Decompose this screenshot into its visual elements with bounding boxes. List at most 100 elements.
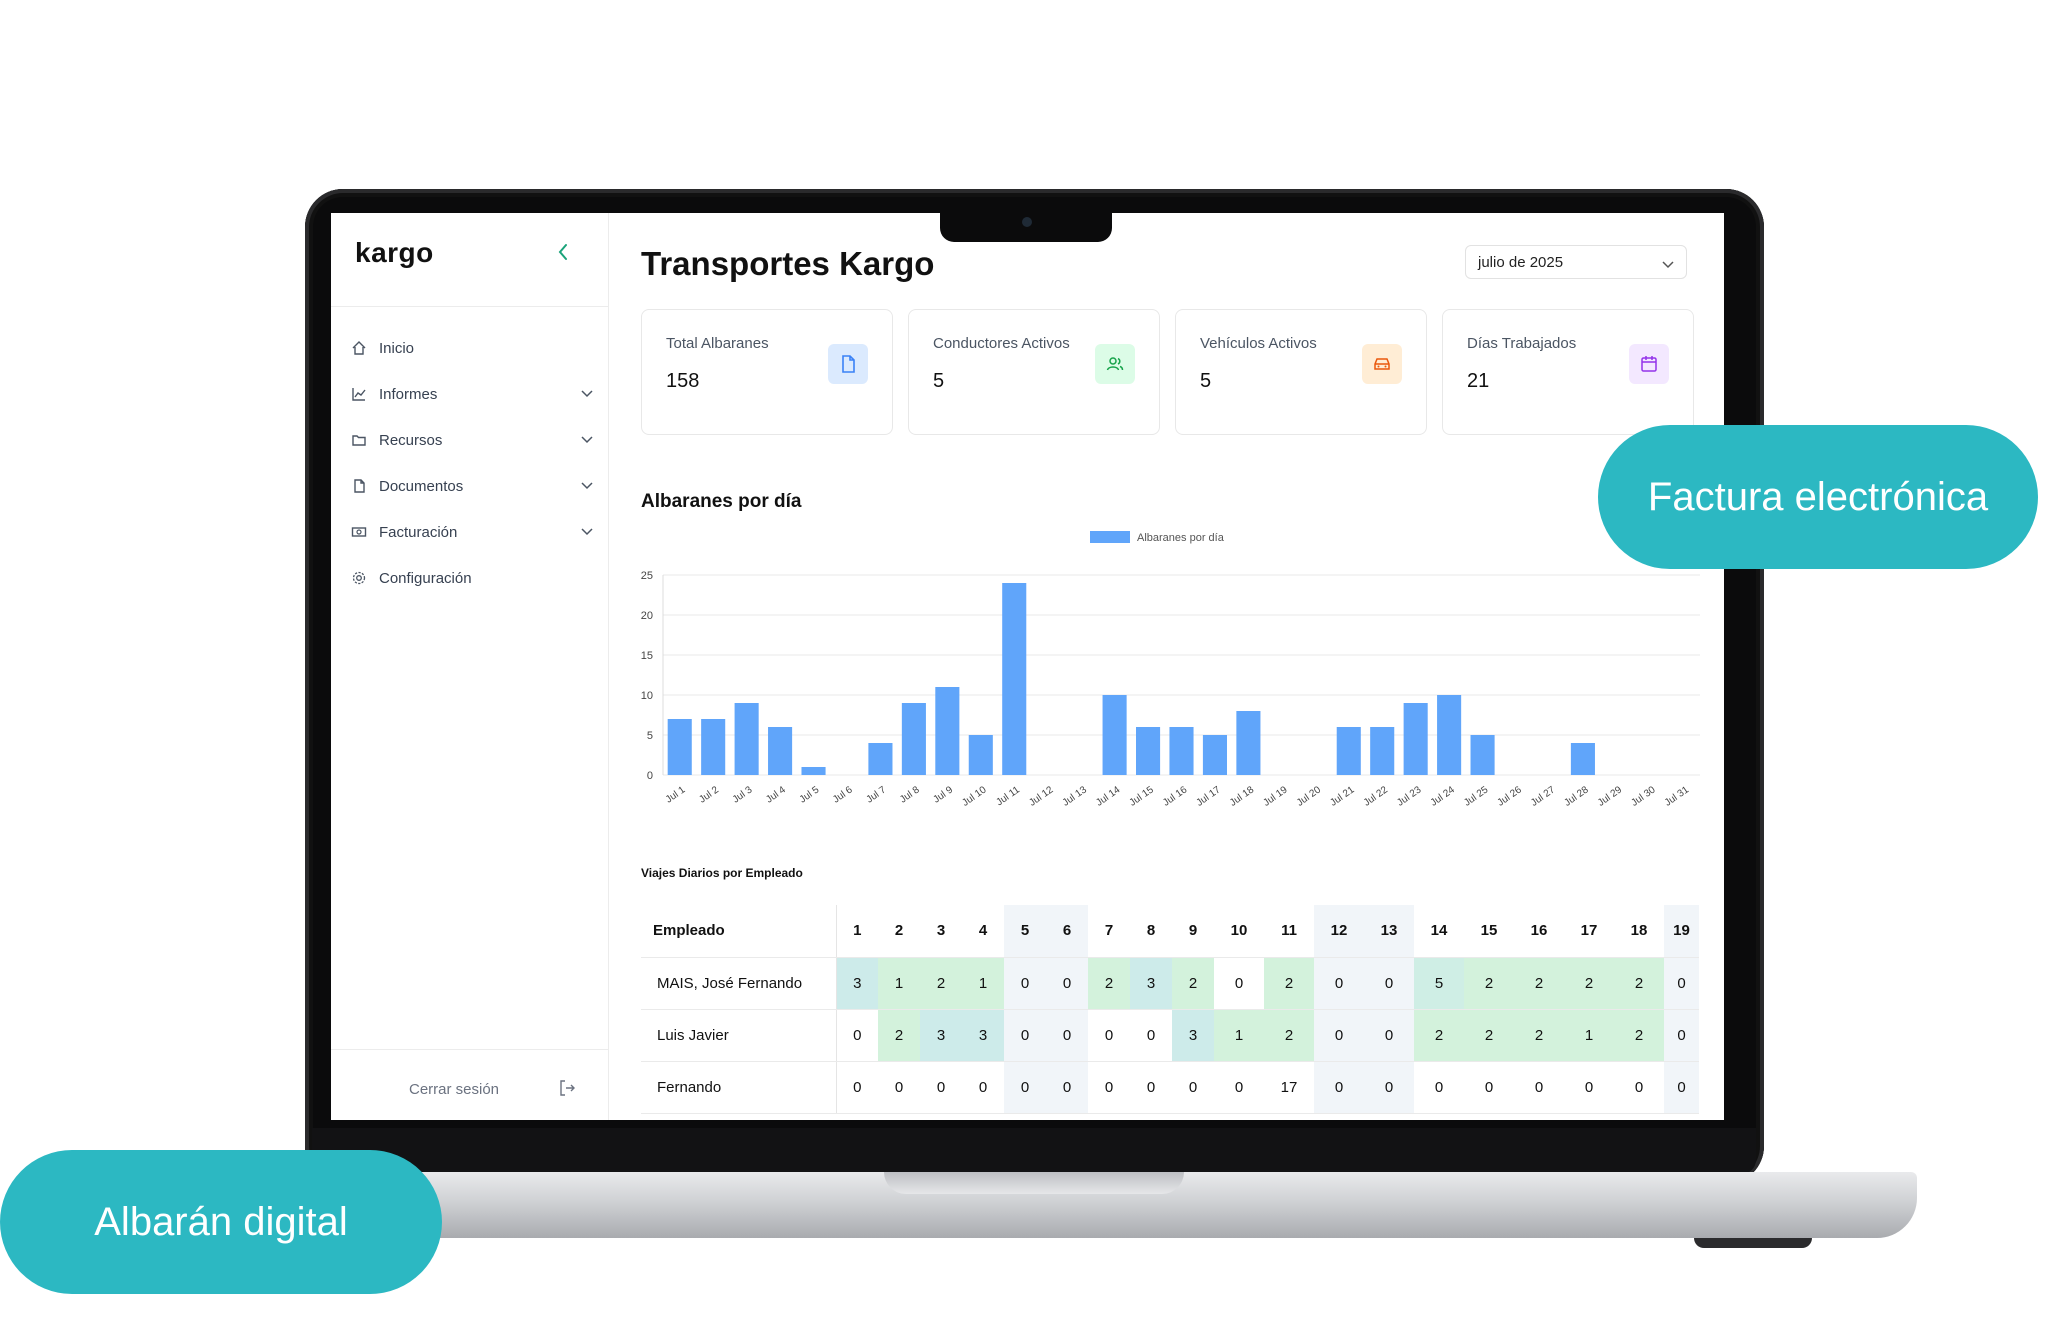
bar[interactable] [1570,743,1595,775]
laptop-screen: kargo Inicio Informes [331,213,1724,1120]
gear-icon [349,568,369,588]
trip-count-cell: 0 [1046,957,1088,1010]
trip-count-cell: 0 [1464,1061,1514,1114]
logout-icon[interactable] [558,1079,576,1102]
column-header-empleado[interactable]: Empleado [641,905,837,958]
bar[interactable] [1002,583,1027,775]
trip-count-cell: 0 [1564,1061,1614,1114]
column-header-day: 14 [1414,905,1464,958]
sidebar-item-facturacion[interactable]: Facturación [349,509,593,555]
x-tick-label: Jul 30 [1629,784,1658,809]
bar[interactable] [1370,727,1395,775]
folder-icon [349,430,369,450]
app-logo[interactable]: kargo [355,237,434,268]
chevron-down-icon[interactable] [581,523,593,540]
trip-count-cell: 0 [1088,1061,1130,1114]
trip-count-cell: 0 [1088,1009,1130,1062]
trip-count-cell: 0 [1414,1061,1464,1114]
bar[interactable] [935,687,960,775]
bar[interactable] [901,703,926,775]
bar[interactable] [1437,695,1462,775]
table-row[interactable]: Fernando 0 0 0 0 0 0 0 0 0 0 17 0 0 0 0 0 0 0 0 [641,1061,1699,1114]
x-tick-label: Jul 18 [1228,784,1257,809]
x-tick-label: Jul 12 [1027,784,1056,809]
x-tick-label: Jul 11 [994,784,1022,808]
callout-albaran: Albarán digital [0,1150,442,1294]
sidebar-item-recursos[interactable]: Recursos [349,417,593,463]
page-title: Transportes Kargo [641,245,935,282]
bar[interactable] [768,727,793,775]
column-header-day: 18 [1614,905,1664,958]
x-tick-label: Jul 13 [1061,784,1090,809]
trip-count-cell: 2 [878,1009,920,1062]
trip-count-cell: 0 [878,1061,920,1114]
stat-label: Conductores Activos [933,335,1070,352]
trip-count-cell: 0 [1046,1009,1088,1062]
cash-icon [349,522,369,542]
sidebar-item-inicio[interactable]: Inicio [349,325,593,371]
x-tick-label: Jul 6 [831,784,855,805]
bar[interactable] [734,703,759,775]
bar[interactable] [1202,735,1227,775]
trip-count-cell: 0 [1664,1009,1699,1062]
sidebar-item-documentos[interactable]: Documentos [349,463,593,509]
bar[interactable] [701,719,726,775]
trip-count-cell: 0 [1214,957,1264,1010]
table-row[interactable]: MAIS, José Fernando 3 1 2 1 0 0 2 3 2 0 2 0 0 5 2 2 2 2 0 [641,957,1699,1010]
trip-count-cell: 0 [1314,1009,1364,1062]
chevron-down-icon[interactable] [581,477,593,494]
column-header-day: 17 [1564,905,1614,958]
sidebar-item-informes[interactable]: Informes [349,371,593,417]
trip-count-cell: 17 [1264,1061,1314,1114]
table-header-row: Empleado 1 2 3 4 5 6 7 8 9 10 11 12 13 14 15 16 17 18 19 [641,905,1699,958]
trip-count-cell: 1 [962,957,1004,1010]
trip-count-cell: 3 [962,1009,1004,1062]
bar[interactable] [1336,727,1361,775]
callout-factura: Factura electrónica [1598,425,2038,569]
bar[interactable] [868,743,893,775]
trip-count-cell: 3 [1172,1009,1214,1062]
trip-count-cell: 1 [878,957,920,1010]
bar[interactable] [667,719,692,775]
stat-card-conductores: Conductores Activos 5 [908,309,1160,435]
bar[interactable] [1169,727,1194,775]
x-tick-label: Jul 15 [1128,784,1157,809]
bar[interactable] [968,735,993,775]
bar[interactable] [1136,727,1161,775]
car-icon [1362,344,1402,384]
viajes-table: Empleado 1 2 3 4 5 6 7 8 9 10 11 12 13 14 15 16 17 18 19 MAI… [641,905,1699,1114]
collapse-sidebar-icon[interactable] [557,241,569,267]
sidebar-divider [331,306,608,307]
bar[interactable] [1403,703,1428,775]
column-header-day: 5 [1004,905,1046,958]
table-row[interactable]: Luis Javier 0 2 3 3 0 0 0 0 3 1 2 0 0 2 2 2 1 2 0 [641,1009,1699,1062]
trip-count-cell: 0 [1172,1061,1214,1114]
stat-card-dias: Días Trabajados 21 [1442,309,1694,435]
logout-button[interactable]: Cerrar sesión [409,1081,500,1098]
trip-count-cell: 3 [836,957,878,1010]
sidebar-item-configuracion[interactable]: Configuración [349,555,593,601]
chevron-down-icon[interactable] [581,431,593,448]
x-tick-label: Jul 31 [1663,784,1692,809]
trip-count-cell: 0 [1364,1061,1414,1114]
calendar-icon [1629,344,1669,384]
column-header-day: 10 [1214,905,1264,958]
x-tick-label: Jul 19 [1261,784,1290,809]
bar[interactable] [801,767,826,775]
main-content: Transportes Kargo julio de 2025 Total Al… [609,213,1724,1120]
month-select[interactable]: julio de 2025 [1465,245,1687,279]
column-header-day: 6 [1046,905,1088,958]
sidebar-item-label: Recursos [379,431,443,449]
sidebar-item-label: Configuración [379,569,472,587]
trip-count-cell: 0 [920,1061,962,1114]
chevron-down-icon[interactable] [581,385,593,402]
bar[interactable] [1102,695,1127,775]
users-icon [1095,344,1135,384]
column-header-day: 16 [1514,905,1564,958]
sidebar-item-label: Informes [379,385,438,403]
trip-count-cell: 2 [1172,957,1214,1010]
chart-title: Albaranes por día [641,491,802,512]
bar[interactable] [1236,711,1261,775]
column-header-day: 7 [1088,905,1130,958]
bar[interactable] [1470,735,1495,775]
